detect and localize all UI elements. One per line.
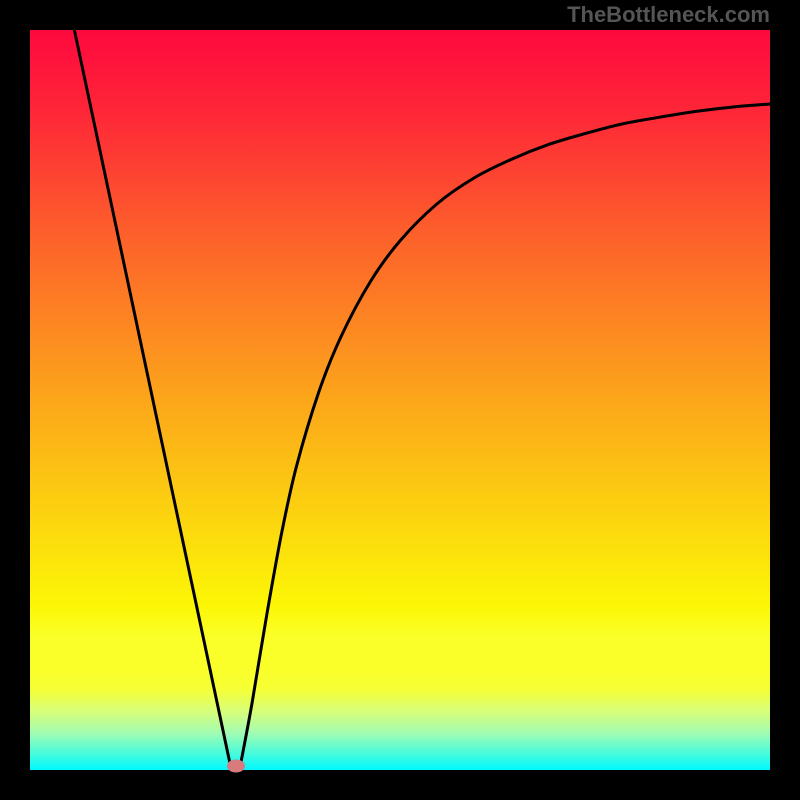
curve-layer — [30, 30, 770, 770]
curve-right-segment — [241, 104, 770, 763]
watermark-text: TheBottleneck.com — [567, 2, 770, 28]
minimum-marker — [227, 760, 245, 773]
plot-area — [30, 30, 770, 770]
curve-left-segment — [74, 30, 229, 763]
